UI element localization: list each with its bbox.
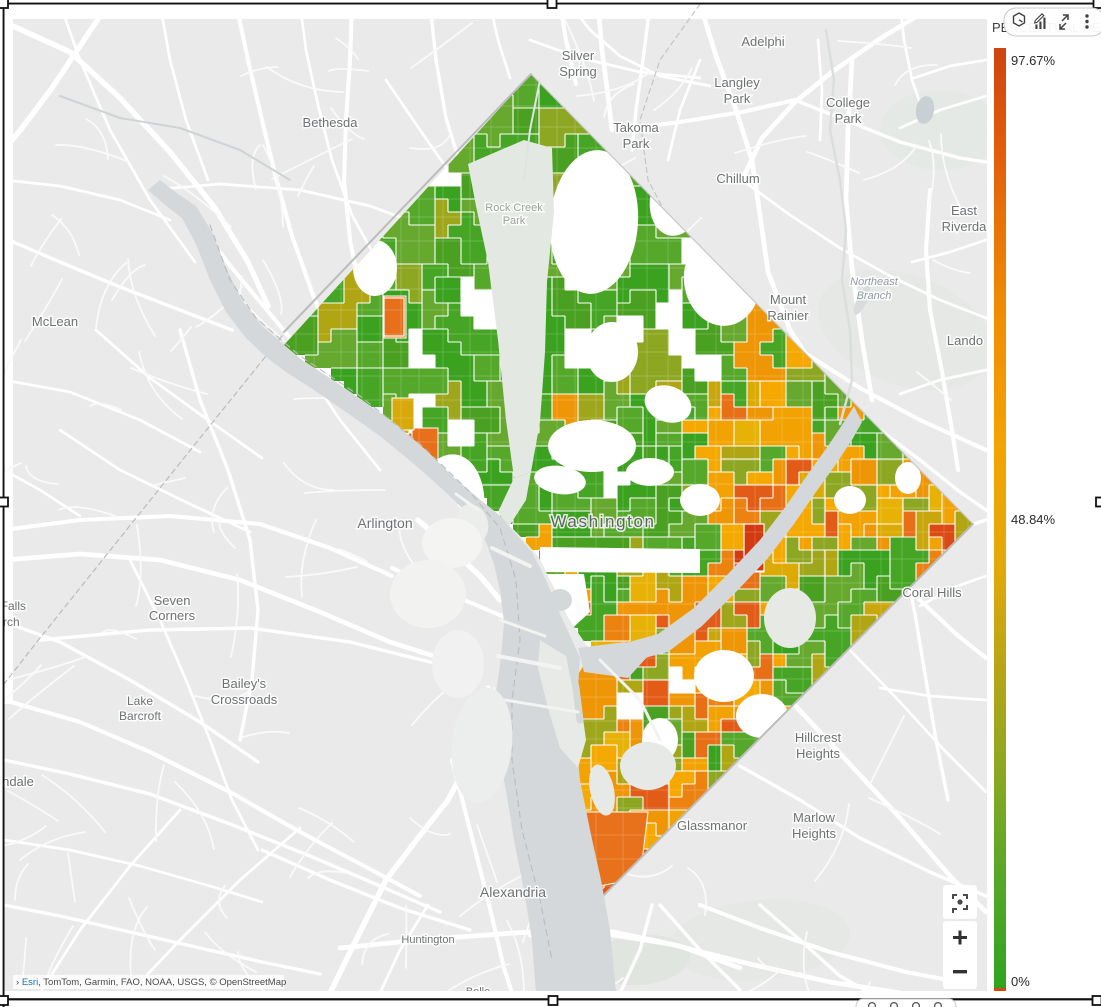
svg-text:Lake: Lake — [127, 694, 153, 708]
svg-text:Northeast: Northeast — [850, 276, 899, 288]
svg-text:Heights: Heights — [796, 746, 841, 761]
svg-text:97.67%: 97.67% — [1011, 53, 1056, 68]
svg-text:Corners: Corners — [149, 608, 196, 623]
svg-text:Bailey's: Bailey's — [222, 676, 267, 691]
svg-text:Chillum: Chillum — [716, 171, 759, 186]
svg-text:Bethesda: Bethesda — [303, 115, 359, 130]
svg-text:Lando: Lando — [947, 333, 983, 348]
svg-text:Mount: Mount — [770, 292, 807, 307]
svg-text:Spring: Spring — [559, 64, 597, 79]
svg-text:t Falls: t Falls — [0, 599, 26, 613]
svg-text:Park: Park — [503, 215, 526, 227]
svg-text:urch: urch — [0, 615, 20, 629]
svg-text:ndale: ndale — [2, 774, 34, 789]
svg-text:Silver: Silver — [562, 48, 595, 63]
svg-text:Glassmanor: Glassmanor — [677, 818, 748, 833]
svg-text:Park: Park — [835, 111, 862, 126]
svg-text:48.84%: 48.84% — [1011, 512, 1056, 527]
svg-text:Rock Creek: Rock Creek — [485, 202, 543, 214]
svg-text:Coral Hills: Coral Hills — [902, 585, 962, 600]
svg-text:Branch: Branch — [857, 290, 892, 302]
svg-text:Heights: Heights — [792, 826, 837, 841]
svg-text:Park: Park — [724, 91, 751, 106]
svg-text:Adelphi: Adelphi — [741, 34, 784, 49]
svg-text:McLean: McLean — [32, 314, 78, 329]
svg-text:Takoma: Takoma — [613, 120, 659, 135]
svg-text:Barcroft: Barcroft — [119, 709, 162, 723]
svg-text:Huntington: Huntington — [401, 934, 454, 946]
svg-text:Washington: Washington — [550, 512, 655, 531]
svg-text:Crossroads: Crossroads — [211, 692, 278, 707]
svg-text:College: College — [826, 95, 870, 110]
svg-text:Seven: Seven — [154, 593, 191, 608]
svg-text:Arlington: Arlington — [357, 515, 412, 531]
svg-text:Marlow: Marlow — [793, 810, 836, 825]
svg-text:0%: 0% — [1011, 974, 1030, 989]
svg-text:Rainier: Rainier — [767, 308, 809, 323]
svg-text:Langley: Langley — [714, 75, 760, 90]
svg-text:East: East — [951, 203, 977, 218]
svg-text:Riverda: Riverda — [942, 219, 988, 234]
svg-text:Hillcrest: Hillcrest — [795, 730, 842, 745]
svg-text:Belle: Belle — [466, 986, 490, 998]
svg-text:› Esri, TomTom, Garmin, FAO, N: › Esri, TomTom, Garmin, FAO, NOAA, USGS,… — [16, 977, 286, 988]
svg-text:Alexandria: Alexandria — [480, 884, 546, 900]
svg-text:Park: Park — [623, 136, 650, 151]
